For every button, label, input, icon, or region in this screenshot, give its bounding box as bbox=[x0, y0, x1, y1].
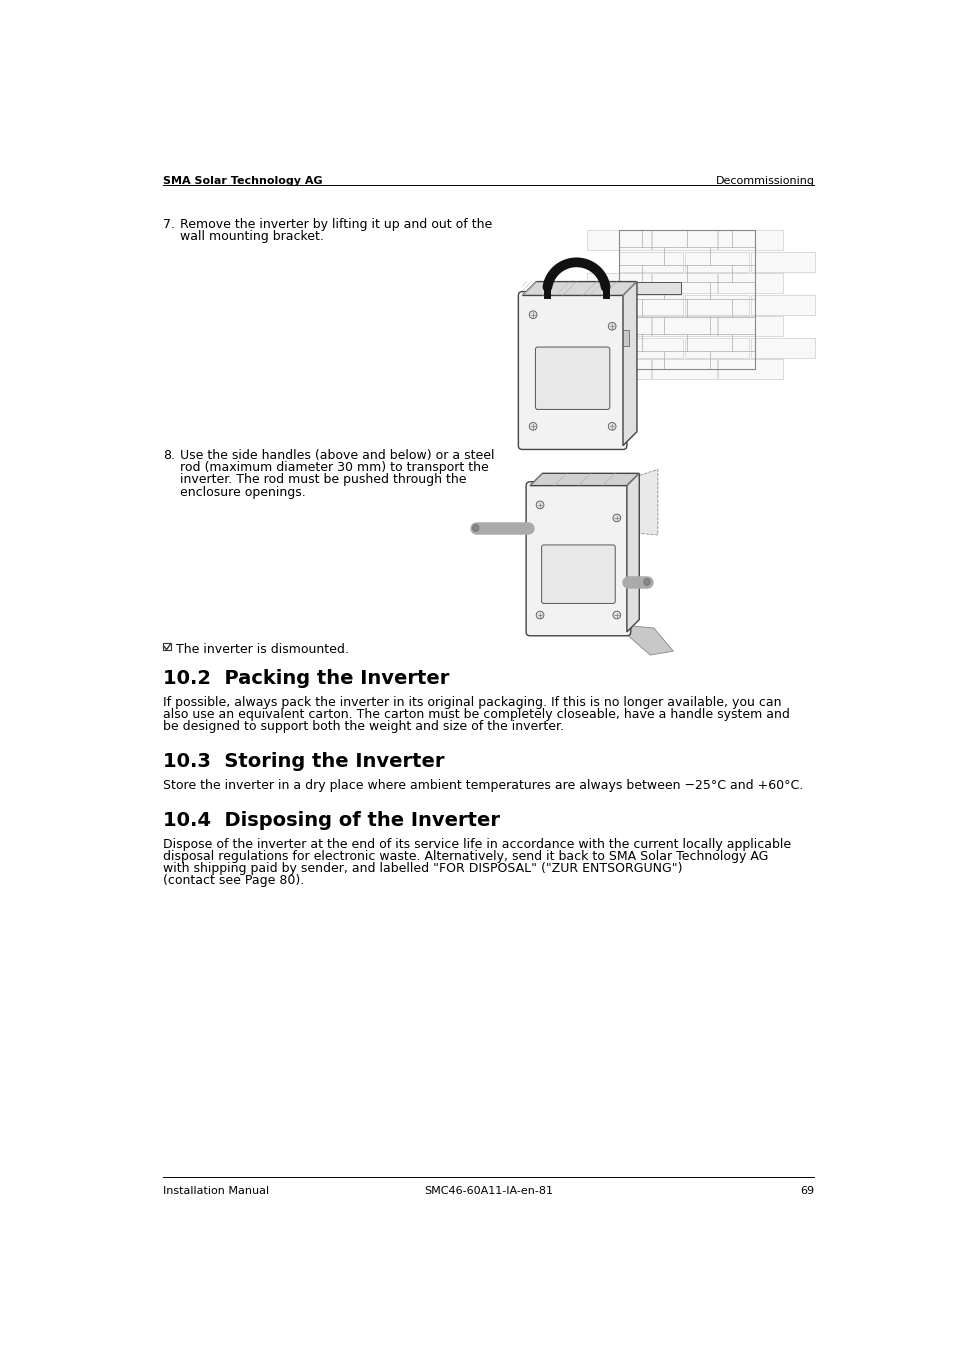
Polygon shape bbox=[586, 273, 650, 293]
Circle shape bbox=[536, 502, 543, 508]
Text: 10.3  Storing the Inverter: 10.3 Storing the Inverter bbox=[163, 752, 444, 771]
Text: Use the side handles (above and below) or a steel: Use the side handles (above and below) o… bbox=[180, 449, 495, 461]
Polygon shape bbox=[615, 625, 673, 654]
Bar bbox=[163, 642, 171, 650]
Text: 10.2  Packing the Inverter: 10.2 Packing the Inverter bbox=[163, 669, 449, 688]
Text: 10.4  Disposing of the Inverter: 10.4 Disposing of the Inverter bbox=[163, 811, 500, 830]
Polygon shape bbox=[750, 338, 815, 358]
Text: SMC46-60A11-IA-en-81: SMC46-60A11-IA-en-81 bbox=[424, 1186, 553, 1197]
Bar bbox=[618, 230, 754, 369]
Polygon shape bbox=[586, 230, 650, 250]
Polygon shape bbox=[626, 473, 639, 631]
Text: wall mounting bracket.: wall mounting bracket. bbox=[180, 230, 324, 243]
Text: (contact see Page 80).: (contact see Page 80). bbox=[163, 875, 304, 887]
Text: 7.: 7. bbox=[163, 218, 175, 231]
Text: 8.: 8. bbox=[163, 449, 175, 461]
Circle shape bbox=[608, 422, 616, 430]
Text: inverter. The rod must be pushed through the: inverter. The rod must be pushed through… bbox=[180, 473, 466, 487]
Polygon shape bbox=[652, 316, 716, 337]
FancyBboxPatch shape bbox=[541, 545, 615, 603]
Text: Installation Manual: Installation Manual bbox=[163, 1186, 270, 1197]
Polygon shape bbox=[684, 295, 748, 315]
FancyBboxPatch shape bbox=[525, 481, 630, 635]
Text: with shipping paid by sender, and labelled "FOR DISPOSAL" ("ZUR ENTSORGUNG"): with shipping paid by sender, and labell… bbox=[163, 863, 682, 875]
Text: If possible, always pack the inverter in its original packaging. If this is no l: If possible, always pack the inverter in… bbox=[163, 696, 781, 708]
Text: also use an equivalent carton. The carton must be completely closeable, have a h: also use an equivalent carton. The carto… bbox=[163, 708, 789, 721]
Text: Dispose of the inverter at the end of its service life in accordance with the cu: Dispose of the inverter at the end of it… bbox=[163, 837, 791, 850]
Polygon shape bbox=[622, 281, 637, 446]
Polygon shape bbox=[652, 230, 716, 250]
Ellipse shape bbox=[472, 525, 478, 531]
Polygon shape bbox=[521, 281, 637, 296]
Polygon shape bbox=[718, 316, 781, 337]
Polygon shape bbox=[684, 338, 748, 358]
Text: Decommissioning: Decommissioning bbox=[715, 176, 814, 187]
Circle shape bbox=[529, 422, 537, 430]
Text: Remove the inverter by lifting it up and out of the: Remove the inverter by lifting it up and… bbox=[180, 218, 492, 231]
Circle shape bbox=[529, 311, 537, 319]
Text: disposal regulations for electronic waste. Alternatively, send it back to SMA So: disposal regulations for electronic wast… bbox=[163, 850, 768, 863]
Bar bbox=[583, 281, 680, 293]
FancyBboxPatch shape bbox=[535, 347, 609, 410]
Text: enclosure openings.: enclosure openings. bbox=[180, 485, 306, 499]
Polygon shape bbox=[586, 360, 650, 380]
Bar bbox=[622, 330, 629, 346]
Polygon shape bbox=[618, 469, 658, 535]
Circle shape bbox=[612, 514, 620, 522]
Polygon shape bbox=[718, 360, 781, 380]
Text: Store the inverter in a dry place where ambient temperatures are always between : Store the inverter in a dry place where … bbox=[163, 779, 802, 792]
FancyBboxPatch shape bbox=[517, 292, 626, 449]
Polygon shape bbox=[586, 316, 650, 337]
Polygon shape bbox=[750, 295, 815, 315]
Polygon shape bbox=[530, 473, 639, 485]
Text: be designed to support both the weight and size of the inverter.: be designed to support both the weight a… bbox=[163, 721, 564, 734]
Circle shape bbox=[612, 611, 620, 619]
Text: rod (maximum diameter 30 mm) to transport the: rod (maximum diameter 30 mm) to transpor… bbox=[180, 461, 489, 475]
Polygon shape bbox=[618, 295, 682, 315]
Text: The inverter is dismounted.: The inverter is dismounted. bbox=[175, 644, 349, 657]
Polygon shape bbox=[652, 273, 716, 293]
Polygon shape bbox=[718, 273, 781, 293]
Polygon shape bbox=[618, 251, 682, 272]
Text: SMA Solar Technology AG: SMA Solar Technology AG bbox=[163, 176, 323, 187]
Ellipse shape bbox=[643, 579, 649, 585]
Polygon shape bbox=[684, 251, 748, 272]
Polygon shape bbox=[652, 360, 716, 380]
Text: 69: 69 bbox=[800, 1186, 814, 1197]
Circle shape bbox=[608, 322, 616, 330]
Polygon shape bbox=[618, 338, 682, 358]
Polygon shape bbox=[718, 230, 781, 250]
Polygon shape bbox=[750, 251, 815, 272]
Circle shape bbox=[536, 611, 543, 619]
